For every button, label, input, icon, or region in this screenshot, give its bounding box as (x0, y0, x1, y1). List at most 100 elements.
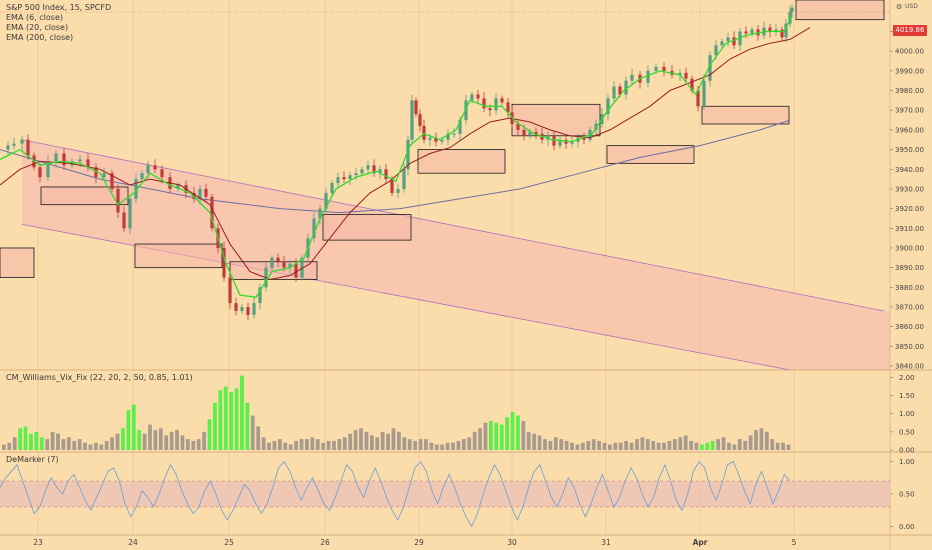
vix-fix-bar (29, 433, 33, 450)
candle-body (20, 139, 24, 144)
vix-fix-bar (732, 444, 737, 450)
candle-body (418, 114, 422, 126)
vix-fix-bar (337, 439, 342, 450)
vix-fix-bar (223, 386, 228, 450)
zone-box (417, 149, 506, 174)
vix-fix-bar (564, 440, 569, 450)
vix-fix-bar (121, 428, 125, 450)
vix-fix-bar (153, 430, 158, 450)
candle-body (612, 86, 616, 99)
candle-body (606, 98, 610, 115)
vix-fix-bar (277, 439, 282, 450)
vix-fix-bar (440, 444, 445, 450)
ema200-legend[interactable]: EMA (200, close) (6, 33, 74, 42)
candle-body (406, 139, 410, 170)
price-tick-label: 3970.00 (895, 107, 924, 115)
demarker-line (0, 460, 791, 528)
time-tick-label: 30 (507, 538, 517, 547)
candle-body (446, 133, 450, 140)
vix-fix-bar (148, 424, 152, 450)
settings-gear-icon[interactable]: ⚙ (896, 3, 903, 11)
vix-fix-bar (72, 440, 77, 450)
vix-fix-bar (418, 439, 423, 450)
vix-fix-bar (521, 420, 526, 450)
vix-fix-bar (770, 439, 775, 450)
ema20-legend[interactable]: EMA (20, close) (6, 23, 69, 32)
vix-fix-bar (240, 375, 244, 450)
candle-body (372, 165, 376, 174)
channel-fill (22, 139, 890, 370)
vix-fix-bar (250, 415, 255, 450)
candle-body (270, 257, 274, 268)
candle-body (452, 133, 456, 135)
demarker-axis: 1.00 0.50 0.00 (890, 458, 915, 531)
zone-box (322, 214, 412, 241)
vix-fix-bar (142, 433, 147, 450)
vix-fix-bar (781, 442, 785, 450)
candle-body (204, 188, 208, 197)
demarker-tick-label: 0.50 (899, 491, 915, 499)
vix-fix-bar (532, 433, 537, 450)
vix-fix-bar (56, 433, 60, 450)
candle-body (78, 159, 82, 162)
vix-fix-bar (451, 442, 455, 450)
vix-fix-bar (305, 439, 309, 450)
price-tick-label: 3840.00 (895, 363, 924, 371)
vix-fix-bar (710, 440, 715, 450)
vix-fix-bar (694, 442, 699, 450)
vix-fix-bar (537, 435, 542, 450)
ema6-legend[interactable]: EMA (6, close) (6, 13, 63, 22)
candle-body (354, 173, 358, 176)
vix-fix-bar (494, 422, 499, 450)
candle-body (516, 123, 520, 130)
zone-box (511, 103, 601, 137)
candle-body (324, 192, 328, 209)
candle-body (788, 11, 792, 24)
vix-fix-bar (23, 426, 28, 450)
vix-fix-bars (2, 375, 791, 450)
candle-body (414, 100, 418, 115)
vix-fix-bar (315, 439, 320, 450)
vix-fix-title[interactable]: CM_Williams_Vix_Fix (22, 20, 2, 50, 0.85… (6, 373, 193, 382)
candle-body (38, 167, 42, 178)
candle-body (702, 80, 706, 107)
vix-fix-bar (12, 437, 17, 450)
price-tick-label: 3940.00 (895, 166, 924, 174)
vix-fix-bar (429, 442, 434, 450)
candle-body (690, 78, 694, 91)
vix-fix-bar (131, 404, 136, 450)
vix-fix-bar (110, 437, 115, 450)
demarker-title[interactable]: DeMarker (7) (6, 455, 59, 464)
vix-fix-bar (207, 419, 212, 450)
time-tick-label: 31 (601, 538, 611, 547)
price-axis: 4010.004000.003990.003980.003970.003960.… (890, 28, 924, 371)
candle-body (160, 169, 164, 178)
vix-fix-bar (700, 444, 704, 450)
vix-tick-label: 2.00 (899, 374, 915, 382)
vix-fix-bar (234, 388, 239, 450)
vix-fix-bar (478, 428, 482, 450)
candle-body (402, 169, 406, 189)
candle-body (153, 165, 157, 170)
candle-body (62, 153, 66, 166)
symbol-title[interactable]: S&P 500 Index, 15, SPCFD (6, 3, 112, 12)
candle-body (360, 169, 364, 174)
price-tick-label: 3920.00 (895, 205, 924, 213)
candle-body (678, 72, 682, 75)
candle-body (288, 263, 292, 268)
price-tick-label: 3980.00 (895, 87, 924, 95)
vix-fix-bar (164, 435, 169, 450)
candle-body (228, 277, 232, 304)
vix-fix-bar (764, 431, 769, 450)
candle-body (366, 165, 370, 170)
vix-fix-bar (126, 410, 131, 450)
zone-box (134, 243, 223, 269)
vix-fix-bar (743, 440, 748, 450)
candle-body (128, 198, 132, 229)
candle-body (122, 212, 126, 229)
candle-body (528, 131, 532, 136)
vix-fix-bar (721, 437, 726, 450)
vix-fix-bar (651, 440, 656, 450)
candle-body (258, 287, 262, 304)
